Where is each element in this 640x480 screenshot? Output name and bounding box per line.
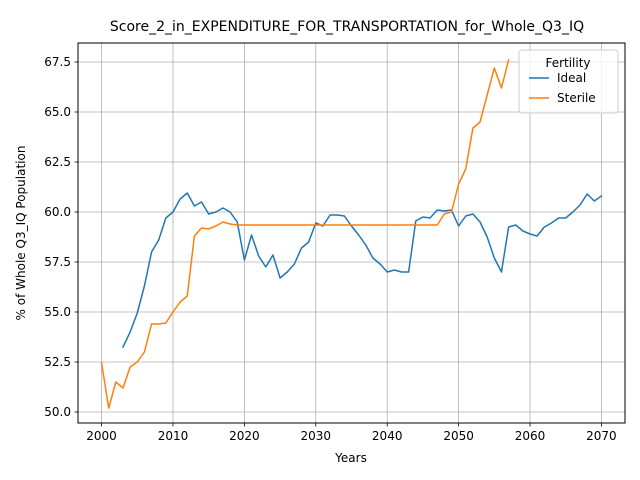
x-tick-label: 2020 bbox=[229, 429, 260, 443]
series-line-sterile bbox=[100, 59, 510, 409]
legend-title: Fertility bbox=[545, 56, 590, 70]
x-tick-label: 2000 bbox=[86, 429, 117, 443]
grid-lines bbox=[78, 43, 625, 423]
y-axis-ticks: 50.0 52.5 55.0 57.5 60.0 62.5 65.0 67.5 bbox=[44, 55, 78, 419]
chart-title: Score_2_in_EXPENDITURE_FOR_TRANSPORTATIO… bbox=[110, 19, 584, 35]
legend-label-ideal: Ideal bbox=[557, 71, 586, 85]
x-tick-label: 2060 bbox=[515, 429, 546, 443]
x-tick-label: 2050 bbox=[443, 429, 474, 443]
y-tick-label: 57.5 bbox=[44, 255, 71, 269]
x-axis-ticks: 2000 2010 2020 2030 2040 2050 2060 2070 bbox=[86, 423, 617, 443]
y-tick-label: 50.0 bbox=[44, 405, 71, 419]
x-tick-label: 2040 bbox=[372, 429, 403, 443]
y-tick-label: 55.0 bbox=[44, 305, 71, 319]
series-layer bbox=[100, 59, 603, 409]
x-axis-label: Years bbox=[334, 451, 367, 465]
plot-frame bbox=[77, 42, 626, 424]
y-tick-label: 62.5 bbox=[44, 155, 71, 169]
legend-label-sterile: Sterile bbox=[557, 91, 596, 105]
x-tick-label: 2010 bbox=[158, 429, 189, 443]
y-tick-label: 52.5 bbox=[44, 355, 71, 369]
x-tick-label: 2030 bbox=[301, 429, 332, 443]
y-tick-label: 67.5 bbox=[44, 55, 71, 69]
legend: Fertility Ideal Sterile bbox=[518, 49, 619, 114]
y-tick-label: 60.0 bbox=[44, 205, 71, 219]
series-line-ideal bbox=[121, 192, 603, 348]
x-tick-label: 2070 bbox=[586, 429, 617, 443]
y-tick-label: 65.0 bbox=[44, 105, 71, 119]
y-axis-label: % of Whole Q3_IQ Population bbox=[14, 146, 28, 321]
